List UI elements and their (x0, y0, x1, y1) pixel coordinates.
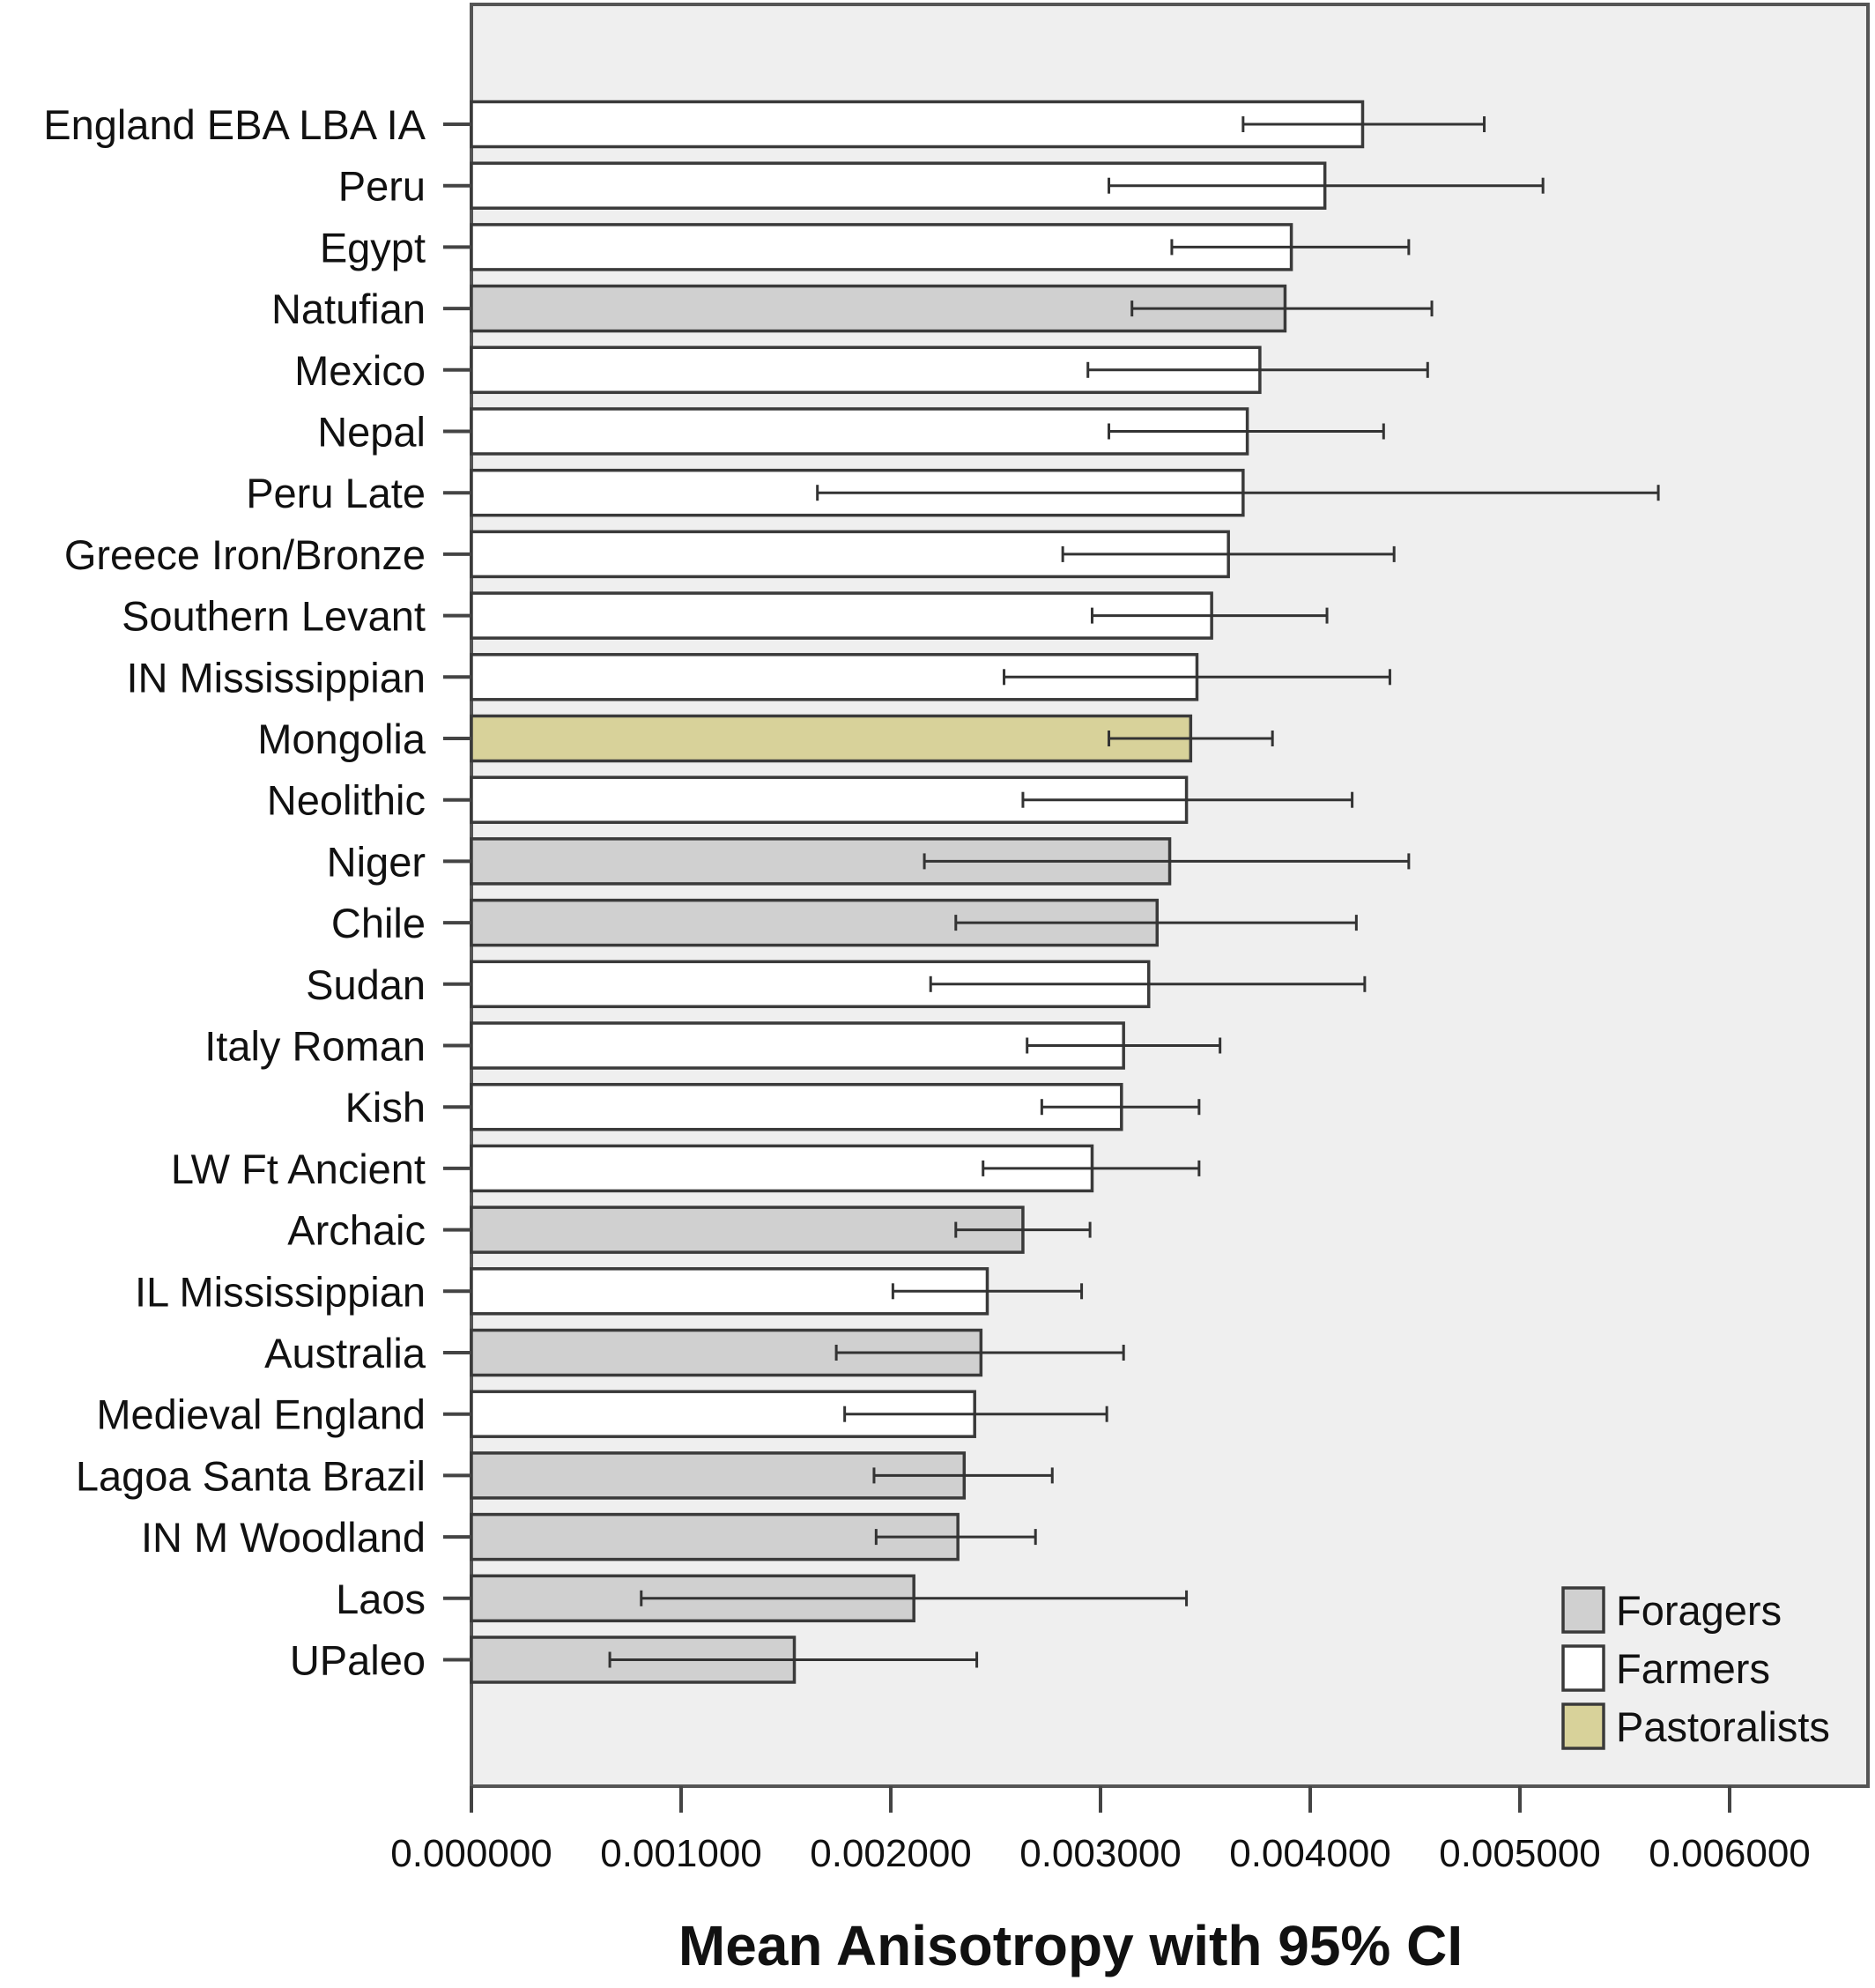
category-label: Southern Levant (122, 593, 426, 640)
bar (470, 714, 1193, 763)
legend-swatch (1561, 1586, 1605, 1634)
category-label: IN Mississippian (126, 654, 426, 701)
bar (470, 223, 1293, 271)
category-label: Niger (327, 838, 426, 885)
x-tick-label: 0.004000 (1229, 1832, 1391, 1875)
category-label: Sudan (306, 961, 426, 1008)
x-tick-label: 0.005000 (1439, 1832, 1601, 1875)
category-label: IL Mississippian (135, 1268, 426, 1315)
category-label: Natufian (271, 286, 426, 332)
x-tick-label: 0.006000 (1649, 1832, 1811, 1875)
category-label: Laos (336, 1576, 426, 1622)
category-label: Italy Roman (204, 1023, 426, 1070)
category-label: Mexico (294, 347, 426, 394)
category-label: Lagoa Santa Brazil (76, 1452, 426, 1499)
x-tick-label: 0.001000 (600, 1832, 762, 1875)
legend: Foragers Farmers Pastoralists (1561, 1586, 1830, 1750)
category-label: LW Ft Ancient (171, 1146, 426, 1192)
category-label: Peru Late (246, 470, 426, 516)
category-label: Australia (264, 1330, 426, 1376)
ci-layer (608, 116, 1660, 1668)
category-label: IN M Woodland (141, 1514, 426, 1561)
category-label: Peru (338, 163, 426, 210)
x-tick-label: 0.000000 (390, 1832, 552, 1875)
x-tick-label: 0.003000 (1019, 1832, 1182, 1875)
legend-swatch (1561, 1644, 1605, 1692)
bar (470, 1205, 1025, 1254)
category-label: Neolithic (267, 777, 426, 824)
x-axis-title: Mean Anisotropy with 95% CI (678, 1914, 1463, 1977)
category-label: England EBA LBA IA (43, 101, 426, 148)
bar (470, 1021, 1125, 1070)
bar (470, 100, 1365, 149)
legend-label: Farmers (1616, 1645, 1770, 1692)
legend-swatch (1561, 1702, 1605, 1750)
legend-label: Pastoralists (1616, 1703, 1830, 1750)
category-label: Medieval England (96, 1391, 426, 1438)
category-axis: England EBA LBA IA Peru Egypt Natufian Mexic… (43, 101, 471, 1684)
bar (470, 1082, 1123, 1131)
category-label: Nepal (317, 409, 426, 456)
category-label: Mongolia (257, 716, 426, 762)
x-tick-label: 0.002000 (810, 1832, 972, 1875)
category-label: UPaleo (290, 1637, 426, 1684)
x-axis: 0.000000 0.001000 0.002000 0.003000 0.004000… (390, 1786, 1811, 1875)
category-label: Chile (331, 900, 426, 946)
category-label: Kish (345, 1084, 426, 1131)
legend-label: Foragers (1616, 1587, 1782, 1634)
category-label: Egypt (320, 224, 426, 271)
category-label: Archaic (287, 1207, 426, 1254)
category-label: Greece Iron/Bronze (64, 531, 426, 578)
